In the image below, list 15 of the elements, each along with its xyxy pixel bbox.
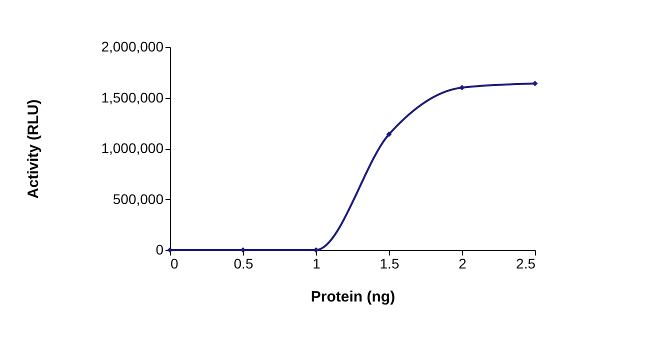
x-tick-label: 1 [312,256,321,272]
x-tick-label: 1.5 [380,256,400,272]
y-tick-label: 2,000,000 [101,38,164,54]
y-tick-label: 1,500,000 [101,89,164,106]
x-axis-title: Protein (ng) [310,288,396,306]
y-tick-label: 0 [156,242,164,258]
y-tick-label: 1,000,000 [101,140,164,156]
point [459,84,465,90]
x-tick-label: 0 [170,256,178,272]
point [386,132,392,138]
x-tick-label: 2.5 [516,256,536,272]
y-axis-title: Activity (RLU) [25,99,42,199]
x-tick-label: 2 [458,256,467,272]
x-tick-label: 0.5 [234,256,254,272]
y-tick-label: 500,000 [112,190,164,207]
